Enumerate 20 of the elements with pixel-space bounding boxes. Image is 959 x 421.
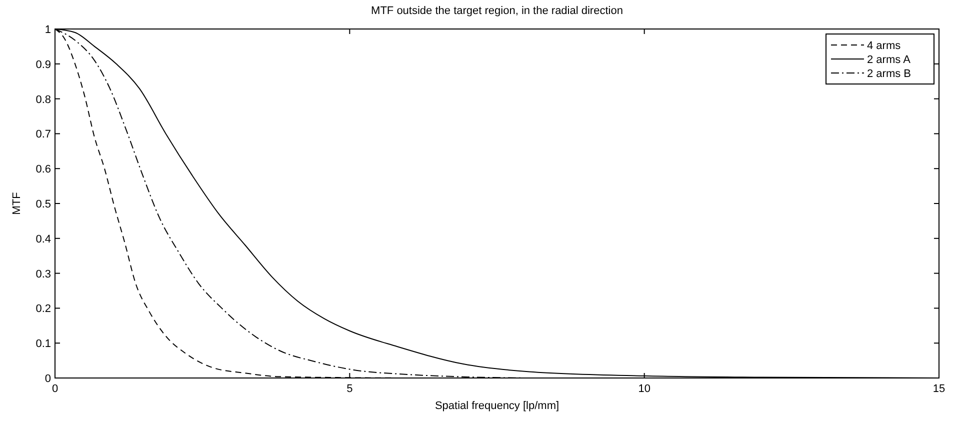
chart-title: MTF outside the target region, in the radial direction [371, 5, 623, 17]
x-tick-label: 15 [932, 383, 946, 395]
y-tick-label: 0.6 [36, 164, 51, 176]
y-tick-label: 0.5 [36, 198, 51, 210]
y-tick-label: 0.2 [36, 303, 51, 316]
y-tick-label: 0.9 [36, 58, 51, 71]
y-tick-label: 0.7 [36, 128, 51, 141]
x-axis-title: Spatial frequency [lp/mm] [434, 400, 560, 412]
legend-label: 4 arms [867, 40, 902, 52]
legend-label: 2 arms B [867, 68, 912, 80]
y-tick-label: 0.3 [36, 268, 51, 280]
y-tick-label: 0.4 [36, 233, 51, 246]
y-tick-label: 0.8 [36, 94, 51, 106]
y-tick-label: 0 [44, 373, 51, 385]
x-tick-label: 10 [638, 383, 650, 395]
x-tick-label: 5 [346, 383, 353, 395]
y-tick-label: 1 [44, 24, 51, 36]
legend-label: 2 arms A [867, 54, 912, 66]
y-axis-title: MTF [11, 192, 23, 215]
y-tick-label: 0.1 [36, 338, 51, 350]
